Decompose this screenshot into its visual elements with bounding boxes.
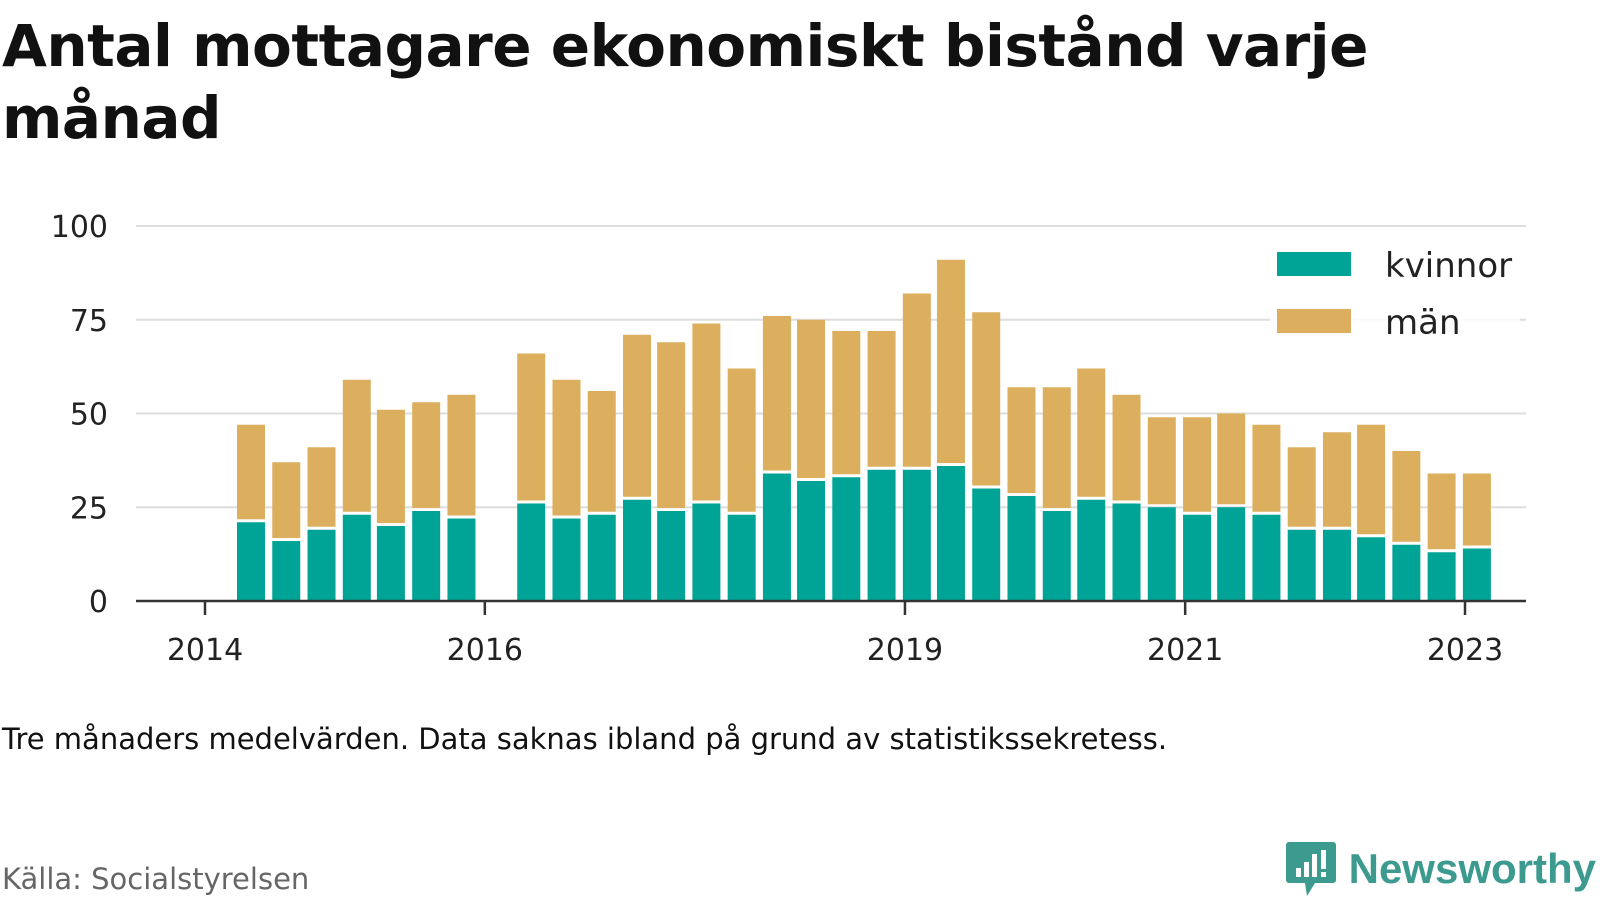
bar-kvinnor: [727, 514, 756, 601]
bar-man: [972, 312, 1001, 486]
bar-groups: [236, 259, 1491, 601]
bar-kvinnor: [1322, 529, 1351, 601]
bar-kvinnor: [1252, 514, 1281, 601]
bar-man: [832, 331, 861, 475]
bar-man: [1112, 394, 1141, 501]
bar-kvinnor: [307, 529, 336, 601]
bar-man: [727, 368, 756, 512]
legend: kvinnor män: [1270, 246, 1520, 352]
bar-kvinnor: [1217, 507, 1246, 601]
bar-man: [692, 323, 721, 501]
bar-kvinnor: [1392, 544, 1421, 601]
bar-man: [1322, 432, 1351, 527]
bar-kvinnor: [972, 488, 1001, 601]
y-tick-label: 50: [70, 398, 108, 433]
y-tick-label: 0: [89, 585, 108, 620]
bar-man: [1357, 424, 1386, 535]
x-axis: 2014 2016 2019 2021 2023: [136, 599, 1526, 668]
bar-kvinnor: [342, 514, 371, 601]
legend-swatch-kvinnor: [1277, 252, 1351, 276]
bar-man: [517, 353, 546, 501]
bar-man: [1252, 424, 1281, 512]
x-tick-label: 2016: [447, 633, 523, 668]
bar-man: [936, 259, 965, 463]
bar-man: [342, 379, 371, 512]
bar-man: [1462, 473, 1491, 546]
bar-man: [1007, 387, 1036, 493]
bar-man: [412, 402, 441, 508]
bar-man: [447, 394, 476, 516]
y-axis-ticks: 0 25 50 75 100: [51, 210, 108, 620]
bar-kvinnor: [236, 522, 265, 601]
bar-man: [1042, 387, 1071, 508]
chart-note: Tre månaders medelvärden. Data saknas ib…: [2, 722, 1168, 756]
bar-kvinnor: [1147, 507, 1176, 601]
bar-kvinnor: [1042, 511, 1071, 601]
bar-man: [902, 293, 931, 467]
stacked-bar-chart: 0 25 50 75 100 2014 2016 2019 2021 2023 kvinnor …: [51, 210, 1526, 668]
bar-man: [1147, 417, 1176, 505]
bar-man: [657, 342, 686, 508]
bar-kvinnor: [552, 518, 581, 601]
bar-man: [867, 331, 896, 467]
bar-man: [1427, 473, 1456, 550]
bar-kvinnor: [1007, 496, 1036, 601]
y-tick-label: 75: [70, 304, 108, 339]
bar-kvinnor: [797, 481, 826, 601]
x-tick-label: 2021: [1147, 633, 1223, 668]
brand-name: Newsworthy: [1348, 845, 1596, 892]
y-tick-label: 100: [51, 210, 108, 245]
bar-man: [587, 391, 616, 512]
bar-kvinnor: [272, 541, 301, 601]
source-credit: Källa: Socialstyrelsen: [2, 862, 310, 896]
bar-kvinnor: [902, 469, 931, 601]
bar-man: [762, 316, 791, 471]
bar-kvinnor: [623, 499, 652, 601]
legend-swatch-man: [1277, 309, 1351, 333]
bar-man: [376, 409, 405, 523]
legend-label-kvinnor: kvinnor: [1385, 246, 1512, 286]
bar-kvinnor: [867, 469, 896, 601]
bar-kvinnor: [1112, 503, 1141, 601]
bar-kvinnor: [1077, 499, 1106, 601]
legend-label-man: män: [1385, 303, 1461, 343]
bar-man: [1077, 368, 1106, 497]
bar-man: [1392, 451, 1421, 542]
bar-man: [1183, 417, 1212, 512]
brand-logo: Newsworthy: [1285, 840, 1596, 898]
bar-man: [272, 462, 301, 538]
bar-kvinnor: [1287, 529, 1316, 601]
bar-kvinnor: [832, 477, 861, 601]
bar-kvinnor: [692, 503, 721, 601]
bar-kvinnor: [447, 518, 476, 601]
bar-kvinnor: [1357, 537, 1386, 601]
bar-kvinnor: [517, 503, 546, 601]
x-tick-label: 2014: [167, 633, 243, 668]
bar-kvinnor: [762, 473, 791, 601]
x-tick-label: 2019: [867, 633, 943, 668]
chart-title: Antal mottagare ekonomiskt bistånd varje…: [2, 12, 1369, 152]
y-tick-label: 25: [70, 491, 108, 526]
bar-kvinnor: [1427, 552, 1456, 601]
bar-kvinnor: [1462, 548, 1491, 601]
bar-man: [236, 424, 265, 520]
bar-man: [552, 379, 581, 516]
x-tick-label: 2023: [1427, 633, 1503, 668]
bar-kvinnor: [587, 514, 616, 601]
bar-kvinnor: [412, 511, 441, 601]
newsworthy-logo-icon: [1285, 842, 1336, 896]
bar-man: [1287, 447, 1316, 527]
bar-man: [797, 319, 826, 478]
bar-man: [1217, 413, 1246, 505]
bar-kvinnor: [376, 526, 405, 601]
bar-kvinnor: [936, 466, 965, 601]
bar-kvinnor: [657, 511, 686, 601]
bar-kvinnor: [1183, 514, 1212, 601]
bar-man: [623, 334, 652, 497]
bar-man: [307, 447, 336, 527]
